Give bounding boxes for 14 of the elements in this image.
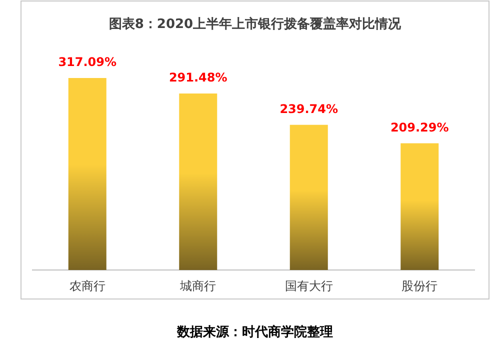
chart-title: 图表8：2020上半年上市银行拨备覆盖率对比情况 xyxy=(108,16,402,32)
data-label: 291.48% xyxy=(168,70,228,85)
bar xyxy=(400,143,439,270)
data-label: 317.09% xyxy=(58,55,117,69)
bar xyxy=(179,94,218,270)
x-tick-label: 国有大行 xyxy=(284,279,333,293)
x-tick-label: 股份行 xyxy=(402,279,438,293)
x-tick-label: 农商行 xyxy=(69,279,106,293)
source-note: 数据来源：时代商学院整理 xyxy=(176,324,333,340)
data-label: 239.74% xyxy=(280,102,338,116)
bar xyxy=(68,78,106,270)
bar xyxy=(290,124,328,270)
x-tick-label: 城商行 xyxy=(179,279,216,293)
data-label: 209.29% xyxy=(390,120,449,134)
